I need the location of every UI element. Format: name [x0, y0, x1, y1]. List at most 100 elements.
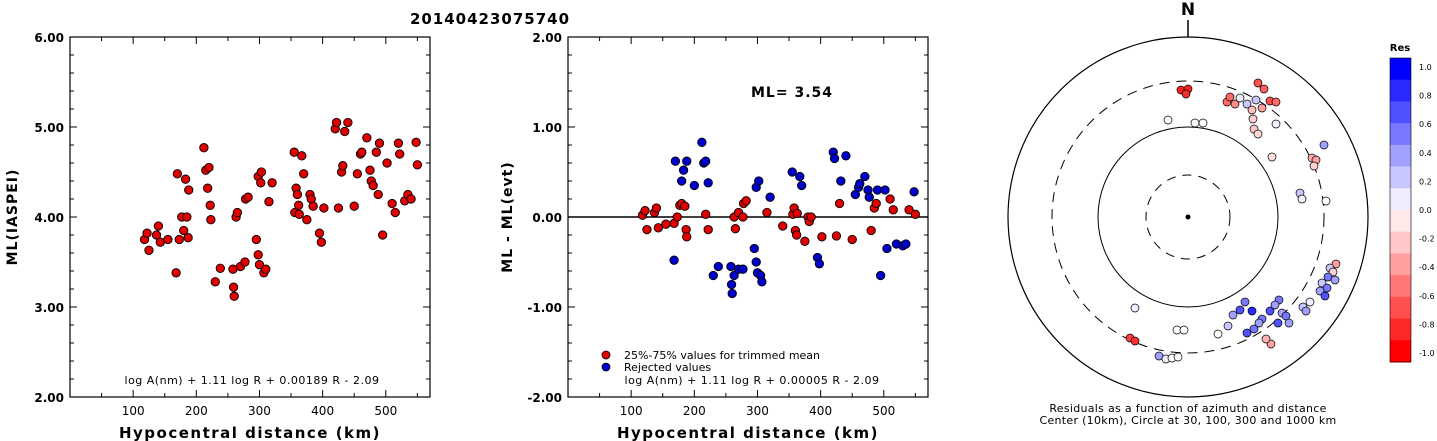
data-point	[682, 156, 692, 166]
y-tick-label: -2.00	[527, 391, 562, 405]
data-point	[174, 234, 184, 245]
panel-ml-residual: 100 200 300 400 500 -2.00 -1.00 0.00 1.00 2.00 ML…	[500, 31, 929, 441]
data-point	[144, 245, 154, 255]
data-point	[210, 277, 220, 287]
station-marker	[1235, 93, 1245, 103]
data-point	[910, 209, 921, 219]
caption-line-1: Residuals as a function of azimuth and d…	[1049, 402, 1326, 415]
data-point	[352, 169, 363, 179]
y-tick-label: -1.00	[527, 301, 562, 315]
colorbar-title: Res	[1390, 43, 1410, 54]
ring-300km	[1051, 80, 1325, 354]
data-point	[787, 167, 797, 177]
data-point	[703, 224, 713, 235]
x-tick-label: 400	[809, 404, 832, 418]
data-point	[697, 137, 707, 147]
figure-title: 20140423075740	[410, 10, 570, 28]
data-point	[142, 228, 152, 238]
colorbar-cell	[1390, 123, 1411, 146]
colorbar-tick-label: -0.2	[1419, 235, 1435, 244]
station-marker	[1213, 329, 1223, 339]
data-point	[677, 176, 687, 186]
plot-frame	[69, 36, 431, 398]
data-point	[778, 221, 788, 231]
data-point	[836, 176, 846, 186]
legend: 25%-75% values for trimmed mean Rejected…	[601, 349, 820, 374]
data-point	[395, 149, 405, 159]
data-point	[730, 224, 741, 234]
station-marker	[1259, 84, 1269, 94]
colorbar-cell	[1390, 188, 1411, 211]
legend-label-trimmed: 25%-75% values for trimmed mean	[624, 349, 820, 362]
data-point	[171, 268, 181, 278]
colorbar-cell	[1390, 253, 1411, 276]
data-point	[814, 259, 825, 269]
data-point	[314, 228, 325, 238]
y-tick-label: 0.00	[532, 211, 562, 225]
colorbar-cell	[1390, 79, 1411, 102]
data-point	[293, 200, 304, 210]
colorbar-frame	[1389, 57, 1412, 363]
x-axis-label: Hypocentral distance (km)	[119, 424, 381, 441]
colorbar-cell	[1390, 144, 1411, 168]
data-point	[661, 219, 671, 229]
data-point	[749, 243, 759, 254]
data-point	[834, 198, 845, 209]
data-point	[669, 255, 679, 265]
data-point	[261, 264, 271, 274]
data-point	[368, 180, 378, 191]
data-point	[817, 232, 827, 242]
legend-marker-trimmed	[601, 350, 611, 360]
station-marker	[1130, 336, 1140, 346]
data-point	[365, 165, 375, 175]
ring-100km	[1097, 126, 1279, 308]
station-marker	[1163, 115, 1173, 125]
data-point	[254, 260, 265, 270]
formula-label: log A(nm) + 1.11 log R + 0.00005 R - 2.0…	[625, 374, 880, 387]
station-marker	[1321, 196, 1331, 206]
data-point	[308, 201, 318, 211]
station-marker	[1265, 306, 1275, 316]
data-point	[253, 250, 263, 260]
data-point	[163, 234, 173, 245]
station-marker	[1179, 325, 1189, 335]
ring-1000km	[1007, 36, 1369, 398]
x-tick-label: 300	[248, 404, 271, 418]
data-point	[882, 243, 892, 254]
caption-line-2: Center (10km), Circle at 30, 100, 300 an…	[1039, 414, 1336, 427]
data-points	[139, 117, 423, 301]
data-point	[349, 201, 359, 211]
y-tick-label: 4.00	[34, 211, 64, 225]
y-tick-label: 1.00	[532, 121, 562, 135]
station-marker	[1253, 129, 1263, 139]
data-point	[232, 207, 243, 218]
data-point	[199, 143, 209, 153]
station-marker	[1249, 324, 1259, 334]
data-point	[855, 179, 865, 189]
data-point	[183, 233, 193, 243]
station-marker	[1297, 194, 1307, 204]
data-point	[726, 279, 737, 290]
station-marker	[1173, 352, 1183, 362]
data-point	[880, 185, 890, 195]
colorbar-tick-label: -1.0	[1419, 349, 1435, 358]
station-marker	[1267, 152, 1277, 162]
data-point	[831, 231, 842, 241]
data-point	[172, 169, 183, 179]
station-marker	[1254, 318, 1264, 328]
colorbar-tick-label: 0.8	[1419, 92, 1432, 101]
colorbar-tick-label: -0.4	[1419, 263, 1435, 272]
x-tick-label: 300	[746, 404, 769, 418]
data-point	[390, 207, 400, 218]
station-marker	[1248, 114, 1258, 124]
station-marker	[1320, 291, 1330, 301]
data-point	[738, 264, 748, 274]
data-point	[751, 257, 761, 267]
data-point	[153, 221, 164, 231]
x-tick-label: 500	[872, 404, 895, 418]
station-marker	[1223, 321, 1233, 331]
station-marker	[1284, 318, 1294, 328]
data-point	[901, 239, 911, 249]
axes: 100 200 300 400 500 -2.00 -1.00 0.00 1.00 2.00	[527, 31, 928, 418]
